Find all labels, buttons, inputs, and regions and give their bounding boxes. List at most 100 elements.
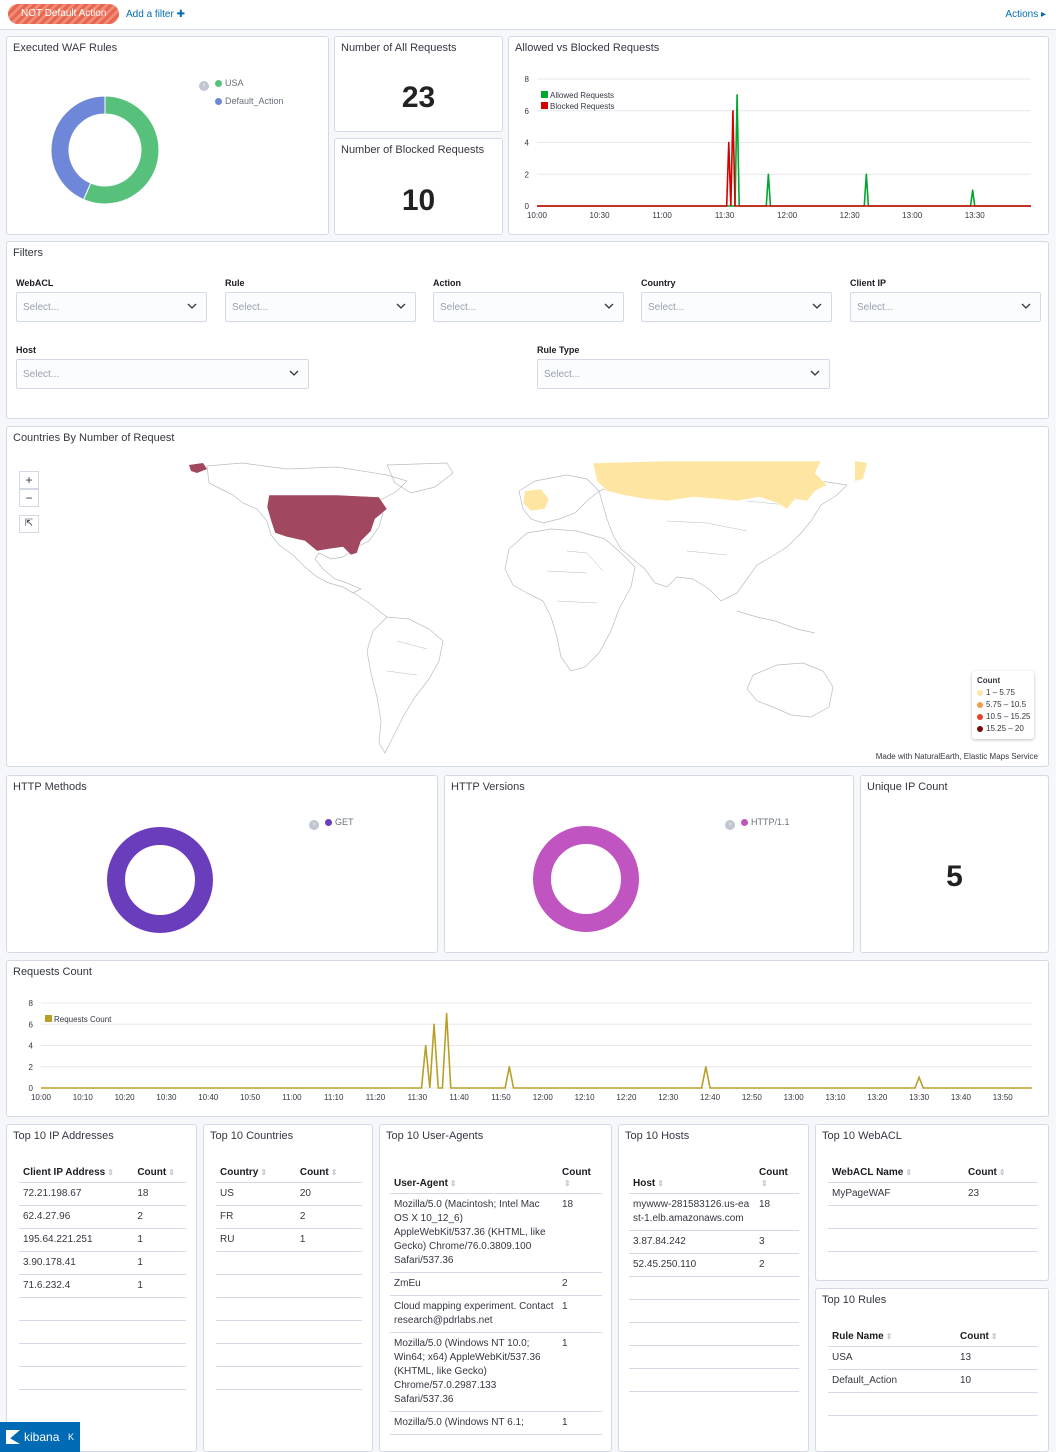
x-tick-label: 10:00 — [31, 1093, 52, 1102]
empty-row — [629, 1345, 799, 1369]
query-bar: NOT Default Action Add a filter ✚ Action… — [0, 0, 1056, 30]
central-america-outline — [342, 586, 388, 618]
filters-panel: Filters WebACL Select... Rule Select... … — [6, 241, 1049, 419]
empty-row — [19, 1366, 186, 1390]
panel-title: Top 10 Rules — [822, 1294, 887, 1306]
legend-toggle-icon[interactable]: › — [725, 820, 735, 830]
x-tick-label: 10:40 — [198, 1093, 219, 1102]
country-filter-label: Country — [641, 278, 676, 288]
legend-dot — [215, 98, 222, 105]
legend-label: Blocked Requests — [550, 102, 614, 111]
waf-rules-donut — [50, 95, 160, 205]
map-legend-title: Count — [977, 676, 1001, 685]
add-filter-link[interactable]: Add a filter ✚ — [126, 9, 185, 20]
legend-swatch — [541, 91, 548, 98]
column-header-rule-name[interactable]: Rule Name ⇕ — [828, 1327, 956, 1347]
column-header-client-ip[interactable]: Client IP Address ⇕ — [19, 1163, 134, 1183]
client-ip-filter-label: Client IP — [850, 278, 887, 288]
legend-item-http11[interactable]: › HTTP/1.1 — [725, 817, 790, 830]
select-placeholder: Select... — [232, 302, 269, 313]
legend-item-usa[interactable]: › USA — [199, 78, 244, 91]
map-legend-item: 15.25 – 20 — [977, 723, 1029, 735]
empty-row — [828, 1228, 1038, 1252]
map-attribution[interactable]: Made with NaturalEarth, Elastic Maps Ser… — [875, 752, 1038, 761]
africa-outline — [504, 528, 636, 672]
map-legend-item: 1 – 5.75 — [977, 687, 1029, 699]
panel-title: Requests Count — [13, 966, 92, 978]
webacl-filter-select[interactable]: Select... — [16, 292, 207, 322]
host-filter-select[interactable]: Select... — [16, 359, 309, 389]
empty-row — [629, 1299, 799, 1323]
empty-row — [19, 1320, 186, 1344]
column-header-count[interactable]: Count ⇕ — [755, 1163, 799, 1194]
column-header-count[interactable]: Count ⇕ — [295, 1163, 362, 1183]
column-header-host[interactable]: Host ⇕ — [629, 1163, 755, 1194]
kibana-logo-button[interactable]: kibana K — [0, 1422, 80, 1452]
legend-label: Requests Count — [54, 1015, 112, 1024]
x-tick-label: 13:50 — [993, 1093, 1014, 1102]
legend-swatch — [541, 102, 548, 109]
empty-row — [216, 1366, 362, 1390]
panel-title: Unique IP Count — [867, 781, 948, 793]
legend-dot — [977, 714, 983, 720]
column-header-count[interactable]: Count ⇕ — [956, 1327, 1038, 1347]
legend-toggle-icon[interactable]: › — [309, 820, 319, 830]
country-filter-select[interactable]: Select... — [641, 292, 832, 322]
x-tick-label: 13:40 — [951, 1093, 972, 1102]
world-map[interactable] — [147, 461, 907, 761]
collapse-nav-icon[interactable]: K — [67, 1432, 74, 1442]
legend-item-get[interactable]: › GET — [309, 817, 354, 830]
column-header-count[interactable]: Count ⇕ — [133, 1163, 186, 1183]
requests-count-panel: Requests Count 0 2 4 6 8 10:00 10:10 10:20 10:30… — [6, 960, 1049, 1117]
zoom-in-button[interactable]: + — [19, 471, 39, 489]
panel-title: HTTP Methods — [13, 781, 87, 793]
rule-type-filter-select[interactable]: Select... — [537, 359, 830, 389]
rule-filter-select[interactable]: Select... — [225, 292, 416, 322]
alaska-region — [189, 463, 207, 473]
y-tick-label: 6 — [29, 1020, 34, 1029]
legend-dot — [977, 726, 983, 732]
column-header-user-agent[interactable]: User-Agent ⇕ — [390, 1163, 558, 1194]
sort-icon: ⇕ — [990, 1332, 998, 1341]
panel-title: Top 10 User-Agents — [386, 1130, 484, 1142]
x-tick-label: 10:20 — [115, 1093, 136, 1102]
data-point — [508, 1065, 511, 1068]
top-hosts-table: Host ⇕ Count ⇕ mywww-281583126.us-east-1.e… — [629, 1163, 799, 1392]
top-rules-panel: Top 10 Rules Rule Name ⇕ Count ⇕ USA 13 Def… — [815, 1288, 1049, 1452]
table-row: RU 1 — [216, 1228, 362, 1252]
empty-row — [216, 1343, 362, 1367]
action-filter-select[interactable]: Select... — [433, 292, 624, 322]
zoom-out-button[interactable]: − — [19, 489, 39, 507]
empty-row — [216, 1251, 362, 1275]
column-header-country[interactable]: Country ⇕ — [216, 1163, 296, 1183]
actions-menu-link[interactable]: Actions ▸ — [1005, 9, 1046, 20]
x-tick-label: 10:10 — [73, 1093, 94, 1102]
kamchatka-region — [855, 461, 867, 481]
russia-region — [592, 461, 828, 510]
column-header-count[interactable]: Count ⇕ — [964, 1163, 1038, 1183]
legend-toggle-icon[interactable]: › — [199, 81, 209, 91]
data-point — [736, 94, 738, 96]
sort-icon: ⇕ — [449, 1179, 457, 1188]
host-filter-label: Host — [16, 345, 36, 355]
panel-title: Filters — [13, 247, 43, 259]
empty-row — [828, 1392, 1038, 1416]
x-tick-label: 13:20 — [867, 1093, 888, 1102]
column-header-webacl-name[interactable]: WebACL Name ⇕ — [828, 1163, 964, 1183]
unique-ip-value: 5 — [946, 860, 963, 893]
unique-ip-panel: Unique IP Count 5 — [860, 775, 1049, 953]
legend-item-default-action[interactable]: Default_Action — [215, 96, 284, 106]
reset-view-button[interactable]: ⇱ — [19, 515, 39, 533]
client-ip-filter-select[interactable]: Select... — [850, 292, 1041, 322]
empty-row — [216, 1274, 362, 1298]
column-header-count[interactable]: Count ⇕ — [558, 1163, 602, 1194]
table-row: Default_Action 10 — [828, 1369, 1038, 1393]
chevron-down-icon — [1021, 303, 1031, 309]
http-methods-donut — [107, 827, 213, 933]
filter-pill-not-default-action[interactable]: NOT Default Action — [8, 4, 120, 24]
panel-title: Top 10 Countries — [210, 1130, 294, 1142]
x-tick-label: 13:30 — [965, 211, 986, 220]
chevron-down-icon — [187, 303, 197, 309]
x-tick-label: 11:30 — [715, 211, 735, 220]
top-ip-addresses-panel: Top 10 IP Addresses Client IP Address ⇕ C… — [6, 1124, 197, 1452]
